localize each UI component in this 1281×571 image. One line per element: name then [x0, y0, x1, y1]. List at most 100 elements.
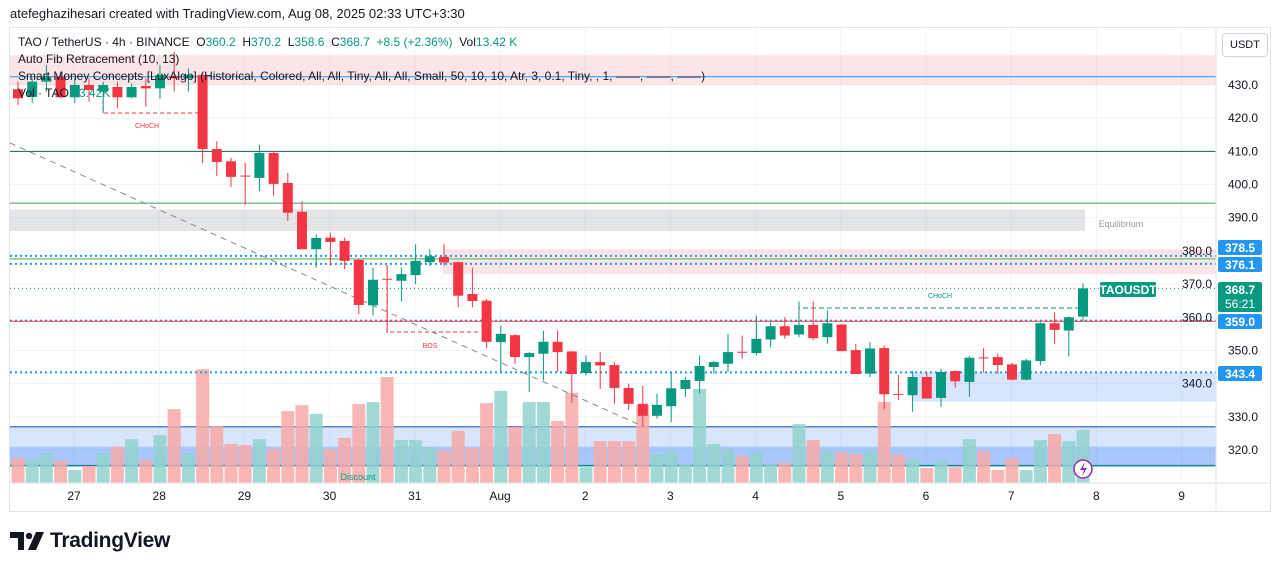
supply-zone — [443, 249, 1216, 275]
choch-line-2 — [798, 307, 1083, 320]
volume-bar — [96, 452, 110, 483]
candle-down — [595, 362, 606, 366]
choch-line-1 — [102, 100, 200, 114]
volume-bar — [749, 452, 763, 483]
volume-bar — [54, 460, 68, 483]
equilibrium-zone — [10, 209, 1085, 231]
lightning-icon-glyph[interactable] — [1080, 462, 1087, 476]
volume-bar — [934, 460, 948, 483]
candle-up — [69, 85, 80, 98]
y-tick-label: 400.0 — [1228, 178, 1258, 192]
open-label: O — [196, 35, 206, 49]
volume-bar — [678, 464, 692, 483]
candle-down — [453, 262, 464, 296]
high-value: 370.2 — [251, 35, 282, 49]
candle-up — [183, 75, 194, 79]
volume-bar — [352, 403, 366, 483]
open-value: 360.2 — [205, 35, 236, 49]
x-tick-label: 5 — [837, 489, 844, 503]
candle-down — [140, 85, 151, 89]
candle-down — [282, 182, 293, 213]
volume-bar — [153, 435, 167, 483]
volume-bar — [1019, 469, 1033, 483]
volume-bar — [224, 443, 238, 483]
volume-bar — [721, 449, 735, 483]
x-tick-label: 30 — [323, 489, 337, 503]
volume-bar — [664, 450, 678, 483]
candle-down — [325, 237, 336, 242]
candle-up — [964, 357, 975, 382]
candle-down — [1049, 323, 1060, 330]
x-tick-label: 7 — [1008, 489, 1015, 503]
candle-down — [850, 350, 861, 374]
candle-up — [1021, 360, 1032, 380]
volume-bar — [551, 420, 565, 483]
candle-down — [84, 85, 94, 90]
candle-down — [169, 76, 180, 79]
candle-down — [268, 153, 279, 184]
candle-down — [623, 387, 634, 404]
candle-down — [808, 324, 819, 339]
volume-bar — [906, 458, 920, 483]
volume-bar — [607, 441, 621, 483]
candle-down — [297, 211, 307, 250]
close-value: 368.7 — [339, 35, 370, 49]
chart-frame — [9, 27, 1271, 512]
volume-bar — [252, 439, 266, 483]
last-price-value: 368.7 — [1224, 283, 1256, 297]
candle-up — [538, 341, 549, 354]
trend-line — [10, 142, 641, 426]
price-label-359: 359.0 — [1218, 314, 1262, 329]
candle-down — [921, 376, 932, 399]
candle-down — [510, 335, 520, 358]
volume-bar — [139, 460, 153, 483]
symbol-title[interactable]: TAO / TetherUS · 4h · BINANCE — [18, 35, 190, 49]
x-tick-label: 28 — [153, 489, 167, 503]
equilibrium-label: Equilibrium — [1099, 219, 1144, 229]
volume-bar — [125, 439, 139, 483]
y-tick-label: 370.0 — [1182, 277, 1212, 291]
price-label-378-5: 378.5 — [1218, 240, 1262, 255]
candle-down — [1007, 364, 1017, 380]
candle-down — [112, 86, 123, 98]
candle-down — [992, 357, 1003, 366]
candle-down — [779, 326, 790, 336]
candle-down — [226, 161, 236, 177]
volume-bar — [110, 447, 124, 483]
candle-down — [197, 75, 208, 150]
candle-down — [467, 294, 478, 302]
volume-bar — [295, 405, 309, 483]
y-tick-label: 420.0 — [1228, 111, 1258, 125]
candle-down — [950, 371, 961, 382]
candle-up — [311, 237, 322, 250]
candle-up — [396, 274, 407, 281]
bos-label: BOS — [423, 343, 438, 350]
volume-bar — [806, 439, 820, 483]
volume-bar — [366, 401, 380, 483]
x-tick-label: 4 — [752, 489, 759, 503]
candle-down — [566, 351, 577, 374]
candle-up — [254, 153, 265, 178]
candle-up — [1078, 288, 1088, 317]
candle-up — [652, 404, 662, 416]
volume-bar — [465, 447, 479, 483]
candle-up — [907, 376, 918, 396]
x-tick-label: 9 — [1178, 489, 1185, 503]
x-tick-label: 27 — [67, 489, 81, 503]
volume-bar — [267, 449, 281, 483]
volume-bar — [1048, 433, 1062, 483]
indicator-volume[interactable]: Vol · TAO 13.42K — [18, 86, 110, 100]
y-tick-label: 330.0 — [1228, 410, 1258, 424]
y-tick-label: 320.0 — [1228, 443, 1258, 457]
indicator-fib[interactable]: Auto Fib Retracement (10, 13) — [18, 52, 180, 66]
indicator-smc[interactable]: Smart Money Concepts [LuxAlgo] (Historic… — [18, 69, 706, 83]
volume-bar — [891, 454, 905, 483]
currency-button[interactable]: USDT — [1222, 33, 1268, 57]
volume-bar — [423, 447, 437, 483]
volume-bar — [536, 401, 550, 483]
plot-area: CHoCH BOS CHoCH Equilibrium Discount — [10, 28, 1216, 483]
volume-bar — [778, 462, 792, 483]
candle-up — [368, 279, 378, 306]
choch-label-2: CHoCH — [928, 293, 952, 300]
